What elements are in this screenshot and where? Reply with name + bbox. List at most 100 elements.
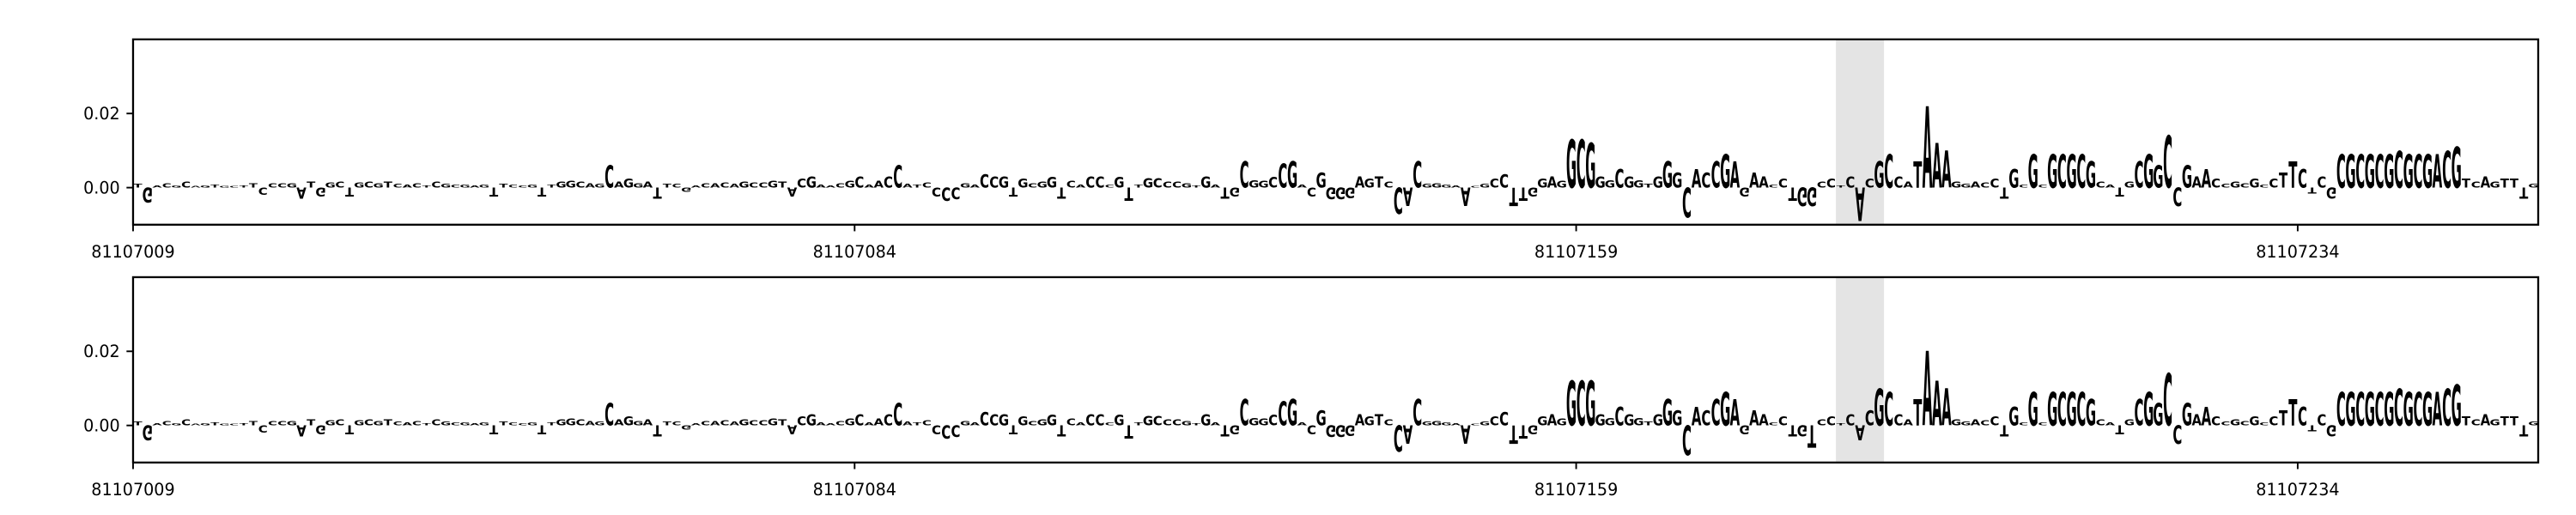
nucleotide-letter: T xyxy=(778,418,787,427)
nucleotide-letter: G xyxy=(806,411,817,429)
nucleotide-letter: G xyxy=(2326,421,2336,439)
nucleotide-letter: C xyxy=(941,183,951,203)
nucleotide-letter: G xyxy=(2153,398,2163,433)
nucleotide-letter: C xyxy=(2269,177,2278,191)
nucleotide-letter: G xyxy=(1441,184,1451,189)
nucleotide-letter: A xyxy=(614,418,624,427)
nucleotide-letter: T xyxy=(2510,415,2518,429)
nucleotide-letter: C xyxy=(1394,416,1403,457)
nucleotide-letter: C xyxy=(2240,420,2250,427)
nucleotide-letter: G xyxy=(1345,184,1355,201)
nucleotide-letter: G xyxy=(2528,183,2538,189)
nucleotide-letter: C xyxy=(335,180,344,190)
nucleotide-letter: C xyxy=(575,418,585,427)
nucleotide-letter: C xyxy=(1865,177,1874,191)
nucleotide-letter: T xyxy=(1519,421,1528,441)
nucleotide-letter: C xyxy=(1845,173,1855,191)
nucleotide-letter: A xyxy=(1941,142,1952,201)
nucleotide-letter: C xyxy=(922,181,932,190)
nucleotide-letter: G xyxy=(1018,415,1028,429)
nucleotide-letter: A xyxy=(1451,422,1461,426)
nucleotide-letter: C xyxy=(835,182,845,190)
nucleotide-letter: G xyxy=(1182,182,1192,190)
nucleotide-letter: C xyxy=(2057,385,2067,437)
nucleotide-letter: A xyxy=(1971,418,1981,427)
nucleotide-letter: G xyxy=(2528,421,2538,427)
nucleotide-letter: C xyxy=(605,161,614,195)
nucleotide-letter: T xyxy=(653,421,663,439)
nucleotide-letter: G xyxy=(2008,402,2019,432)
nucleotide-letter: G xyxy=(374,420,384,427)
nucleotide-letter: G xyxy=(1605,179,1615,191)
nucleotide-letter: C xyxy=(2221,183,2230,189)
nucleotide-letter: G xyxy=(1018,177,1028,191)
nucleotide-letter: C xyxy=(749,419,758,427)
nucleotide-letter: C xyxy=(951,421,960,439)
nucleotide-letter: A xyxy=(1932,132,1942,203)
nucleotide-letter: G xyxy=(1960,421,1971,427)
nucleotide-letter: C xyxy=(1893,173,1903,191)
nucleotide-letter: G xyxy=(2143,147,2154,199)
nucleotide-letter: G xyxy=(1557,180,1567,191)
nucleotide-letter: T xyxy=(1192,422,1201,426)
y-tick-label: 0.00 xyxy=(83,415,120,435)
nucleotide-letter: A xyxy=(1297,421,1307,427)
nucleotide-letter: A xyxy=(825,185,835,188)
nucleotide-letter: G xyxy=(1114,174,1124,191)
nucleotide-letter: C xyxy=(2019,184,2028,189)
nucleotide-letter: G xyxy=(171,422,181,426)
nucleotide-letter: A xyxy=(710,420,720,427)
nucleotide-letter: G xyxy=(1249,179,1259,191)
nucleotide-letter: T xyxy=(422,185,432,188)
nucleotide-letter: C xyxy=(1980,181,1990,190)
nucleotide-letter: A xyxy=(1692,164,1702,194)
nucleotide-letter: T xyxy=(1009,422,1018,437)
nucleotide-letter: T xyxy=(547,421,556,427)
nucleotide-letter: G xyxy=(200,422,210,426)
nucleotide-letter: C xyxy=(2019,421,2028,427)
nucleotide-letter: C xyxy=(1470,423,1479,426)
nucleotide-letter: G xyxy=(566,418,576,428)
nucleotide-letter: T xyxy=(778,180,787,190)
nucleotide-letter: C xyxy=(2211,177,2221,191)
nucleotide-letter: C xyxy=(364,418,374,427)
nucleotide-letter: C xyxy=(1096,411,1105,429)
nucleotide-letter: G xyxy=(2384,147,2394,199)
nucleotide-letter: G xyxy=(1047,412,1057,429)
x-tick-label: 81107009 xyxy=(91,242,174,262)
nucleotide-letter: A xyxy=(2191,173,2202,191)
nucleotide-letter: C xyxy=(1163,180,1172,190)
nucleotide-letter: A xyxy=(1923,84,1933,215)
nucleotide-letter: C xyxy=(2076,147,2086,199)
nucleotide-letter: A xyxy=(152,422,162,426)
nucleotide-letter: G xyxy=(325,419,336,427)
nucleotide-letter: T xyxy=(345,185,354,199)
nucleotide-letter: C xyxy=(922,419,932,427)
nucleotide-letter: A xyxy=(2105,421,2116,427)
nucleotide-letter: G xyxy=(1182,420,1192,427)
nucleotide-letter: C xyxy=(518,185,527,188)
nucleotide-letter: A xyxy=(614,180,624,190)
nucleotide-letter: C xyxy=(1577,128,1586,204)
nucleotide-letter: C xyxy=(1278,395,1287,433)
nucleotide-letter: C xyxy=(1769,421,1778,427)
nucleotide-letter: C xyxy=(1105,421,1115,427)
nucleotide-letter: G xyxy=(1287,155,1297,197)
nucleotide-letter: T xyxy=(1510,181,1518,211)
nucleotide-letter: G xyxy=(1585,370,1595,441)
nucleotide-letter: T xyxy=(1807,418,1816,452)
x-tick-label: 81107009 xyxy=(91,480,174,500)
nucleotide-letter: G xyxy=(1585,132,1595,203)
nucleotide-letter: G xyxy=(1287,393,1297,434)
nucleotide-letter: C xyxy=(181,180,191,190)
nucleotide-letter: G xyxy=(1797,181,1807,211)
x-tick-label: 81107159 xyxy=(1534,480,1618,500)
nucleotide-letter: C xyxy=(1615,402,1625,432)
nucleotide-letter: C xyxy=(1066,418,1076,428)
nucleotide-letter: G xyxy=(681,424,691,432)
nucleotide-letter: C xyxy=(181,418,191,427)
nucleotide-letter: C xyxy=(2163,123,2172,205)
nucleotide-letter: C xyxy=(1845,411,1855,429)
nucleotide-letter: G xyxy=(2249,177,2259,191)
nucleotide-letter: C xyxy=(258,422,268,433)
